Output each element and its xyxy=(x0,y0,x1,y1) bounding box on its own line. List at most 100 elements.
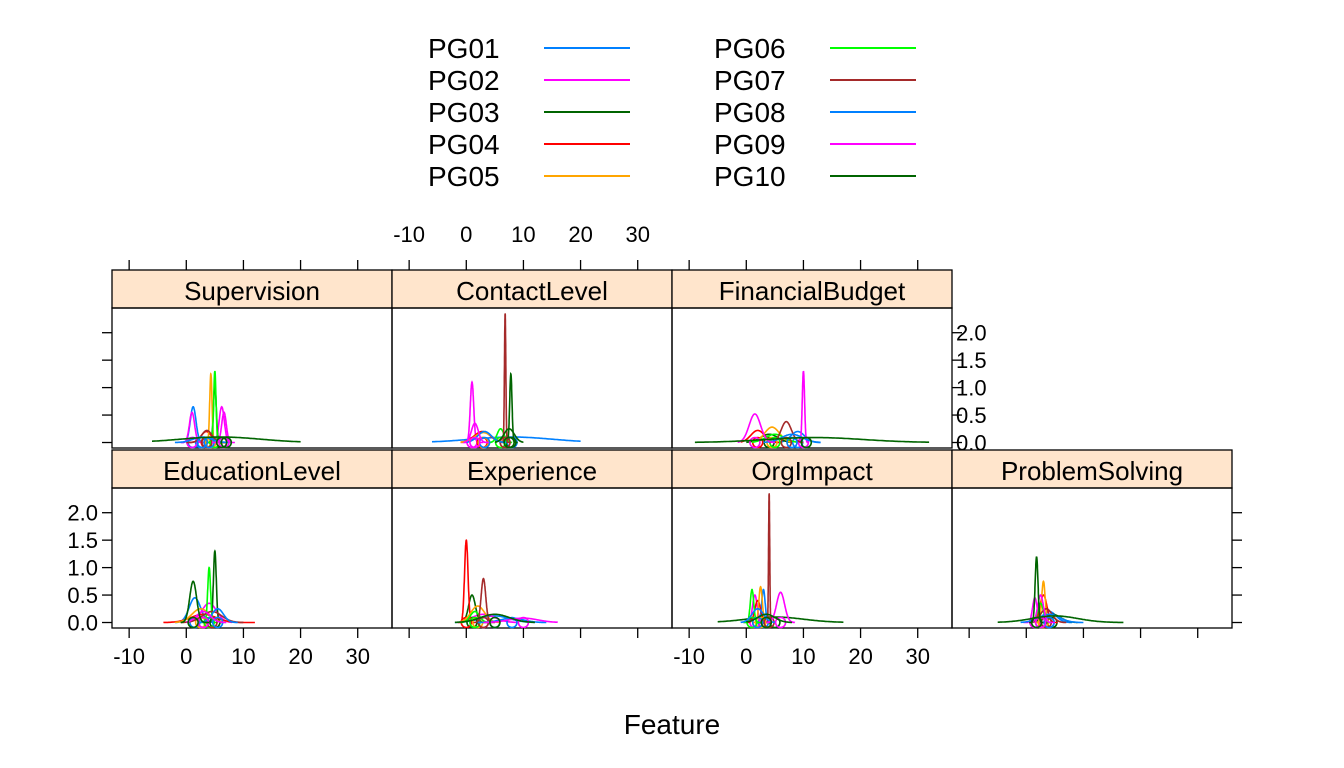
x-axis-title: Feature xyxy=(624,709,721,740)
panel-education-level: EducationLevel -10 0 10 20 30 0.0 0.51.0 1.52.0 xyxy=(67,449,393,669)
data-point-pg08 xyxy=(506,616,518,629)
data-point-pg10 xyxy=(187,616,199,629)
x-tick-label: 0 xyxy=(180,644,192,669)
panel-strip-label: EducationLevel xyxy=(163,456,341,486)
density-line-pg08 xyxy=(466,430,507,444)
panel-ticks xyxy=(408,628,639,638)
data-point-pg10 xyxy=(215,436,228,449)
panel-ticks: -10 0 10 20 30 xyxy=(673,628,930,669)
data-point-pg09 xyxy=(749,436,761,449)
x-tick-label: 10 xyxy=(231,644,255,669)
legend-label-pg08: PG08 xyxy=(714,97,786,128)
density-line-pg10 xyxy=(694,436,930,444)
legend-label-pg04: PG04 xyxy=(428,129,500,160)
data-point-pg10 xyxy=(760,616,773,629)
y-tick-label: 1.0 xyxy=(67,556,98,581)
panel-experience: Experience xyxy=(391,449,673,638)
data-point-pg09 xyxy=(469,436,481,449)
panel-strip xyxy=(391,449,673,489)
density-line-pg10 xyxy=(997,615,1124,624)
data-point-pg10 xyxy=(220,436,233,449)
panel-strip xyxy=(391,269,673,309)
y-tick-label: 1.5 xyxy=(67,528,98,553)
panel-frame xyxy=(391,487,673,629)
legend-label-pg03: PG03 xyxy=(428,97,500,128)
y-tick-label: 0.0 xyxy=(956,431,987,456)
density-line-pg09 xyxy=(186,610,227,624)
x-tick-label: 30 xyxy=(345,644,369,669)
data-point-pg07 xyxy=(780,436,793,449)
panel-strip-label: ProblemSolving xyxy=(1001,456,1183,486)
legend-label-pg07: PG07 xyxy=(714,65,786,96)
x-tick-label: 30 xyxy=(905,644,929,669)
data-point-pg10 xyxy=(800,436,813,449)
density-line-pg10 xyxy=(746,613,792,624)
panel-strip-label: ContactLevel xyxy=(456,276,608,306)
x-tick-label: -10 xyxy=(673,644,705,669)
panel-frame xyxy=(111,487,393,629)
density-line-pg09 xyxy=(463,422,490,444)
panel-strip-label: OrgImpact xyxy=(751,456,873,486)
panel-strip-label: Experience xyxy=(467,456,597,486)
density-line-pg06 xyxy=(488,427,513,444)
panel-ticks: -10 0 10 20 30 xyxy=(393,222,650,270)
panel-org-impact: OrgImpact -10 0 10 20 30 xyxy=(671,449,953,669)
data-point-pg10 xyxy=(503,436,515,449)
x-tick-label: 20 xyxy=(848,644,872,669)
panel-strip-label: FinancialBudget xyxy=(719,276,906,306)
panel-strip xyxy=(111,269,393,309)
legend-label-pg06: PG06 xyxy=(714,33,786,64)
panel-strip-label: Supervision xyxy=(184,276,320,306)
panel-supervision: Supervision xyxy=(102,260,393,449)
density-line-pg09 xyxy=(1029,594,1055,624)
y-tick-label: 0.5 xyxy=(67,583,98,608)
panel-problem-solving: ProblemSolving xyxy=(951,449,1242,638)
x-tick-label: 20 xyxy=(288,644,312,669)
x-tick-label: 10 xyxy=(791,644,815,669)
data-point-pg07 xyxy=(499,436,511,449)
density-line-pg07 xyxy=(766,493,773,624)
density-line-pg08 xyxy=(740,607,776,624)
panel-ticks xyxy=(102,260,359,444)
legend-label-pg10: PG10 xyxy=(714,161,786,192)
data-point-pg10 xyxy=(1030,616,1043,629)
density-line-pg10 xyxy=(180,580,210,624)
density-line-pg10 xyxy=(454,613,535,624)
density-line-pg09 xyxy=(737,413,775,444)
panel-contact-level: ContactLevel -10 0 10 20 30 xyxy=(391,222,673,449)
x-tick-label: -10 xyxy=(113,644,145,669)
x-tick-label: 0 xyxy=(740,644,752,669)
panel-frame xyxy=(951,487,1233,629)
density-line-pg10 xyxy=(494,427,524,444)
panel-strip xyxy=(671,269,953,309)
y-tick-label: 1.0 xyxy=(956,376,987,401)
panel-frame xyxy=(671,487,953,629)
panel-frame xyxy=(391,307,673,449)
data-point-pg10 xyxy=(489,616,501,629)
panel-strip xyxy=(951,449,1233,489)
legend-label-pg02: PG02 xyxy=(428,65,500,96)
y-tick-label: 0.0 xyxy=(67,611,98,636)
x-tick-label: 30 xyxy=(625,222,649,247)
panel-ticks xyxy=(968,512,1242,638)
panel-strip xyxy=(671,449,953,489)
x-tick-label: 20 xyxy=(568,222,592,247)
y-tick-label: 2.0 xyxy=(67,501,98,526)
panel-financial-budget: FinancialBudget 0.0 0.51.0 1.52.0 xyxy=(671,260,987,456)
y-tick-label: 0.5 xyxy=(956,403,987,428)
panel-frame xyxy=(671,307,953,449)
legend-label-pg01: PG01 xyxy=(428,33,500,64)
x-tick-label: 0 xyxy=(460,222,472,247)
density-line-pg08 xyxy=(1020,613,1084,624)
y-tick-label: 1.5 xyxy=(956,348,987,373)
panels: EducationLevel-10 0 10 20 300.00.51.01.52.0E… xyxy=(67,222,1242,669)
y-tick-label: 2.0 xyxy=(956,321,987,346)
legend-label-pg09: PG09 xyxy=(714,129,786,160)
x-tick-label: -10 xyxy=(393,222,425,247)
legend-label-pg05: PG05 xyxy=(428,161,500,192)
panel-ticks: 0.0 0.51.0 1.52.0 xyxy=(688,260,987,456)
x-tick-label: 10 xyxy=(511,222,535,247)
panel-frame xyxy=(111,307,393,449)
